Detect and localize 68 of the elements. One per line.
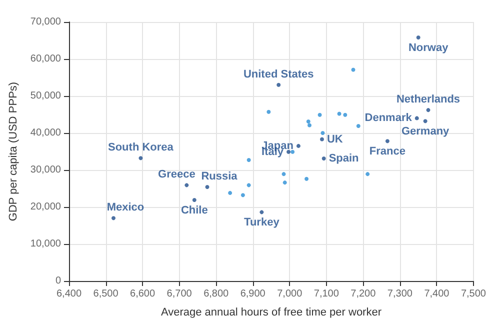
data-label: United States (243, 68, 314, 80)
x-tick-label: 6,600 (130, 288, 156, 300)
x-tick-label: 7,000 (277, 288, 303, 300)
point (318, 112, 322, 117)
data-label: Denmark (364, 112, 413, 124)
x-axis-title: Average annual hours of free time per worker (160, 306, 382, 318)
point (282, 180, 287, 185)
point (282, 172, 286, 176)
point (184, 183, 189, 188)
data-label: France (369, 146, 406, 158)
point (343, 112, 348, 117)
point (307, 123, 312, 128)
x-tick-label: 6,400 (56, 288, 82, 300)
point (112, 216, 116, 220)
point (246, 158, 251, 162)
y-tick-label: 40,000 (30, 128, 62, 138)
point (228, 190, 232, 195)
y-axis-title: GDP per capita (USD PPPs) (8, 82, 20, 222)
y-tick-label: 30,000 (30, 164, 62, 176)
point (260, 210, 264, 214)
y-tick-label: 10,000 (30, 238, 62, 250)
data-label: UK (326, 133, 343, 146)
point (322, 156, 326, 161)
point (306, 120, 310, 124)
point (320, 137, 324, 142)
data-label: Chile (180, 204, 208, 216)
point (351, 68, 356, 72)
data-label: Mexico (106, 202, 144, 214)
point (423, 119, 428, 124)
point (240, 193, 245, 198)
x-tick-label: 7,100 (314, 288, 340, 300)
point (205, 185, 210, 190)
x-tick-label: 7,400 (424, 288, 450, 300)
point (426, 108, 430, 112)
data-label: Netherlands (396, 94, 460, 106)
x-tick-label: 6,700 (166, 288, 192, 300)
point (276, 82, 281, 87)
y-tick-label: 60,000 (30, 54, 62, 64)
point (414, 116, 419, 120)
point (337, 112, 342, 116)
y-tick-label: 70,000 (30, 16, 62, 28)
x-tick-label: 6,900 (240, 288, 266, 300)
x-tick-label: 7,500 (460, 288, 486, 300)
point (138, 156, 143, 160)
point (192, 198, 196, 202)
data-label: Norway (408, 42, 450, 54)
x-tick-label: 7,300 (387, 288, 413, 300)
point (416, 36, 420, 40)
point (356, 124, 360, 128)
y-tick-label: 50,000 (30, 90, 62, 102)
x-tick-label: 6,500 (93, 288, 119, 300)
point (296, 144, 300, 148)
data-label: Russia (201, 170, 238, 183)
point (320, 131, 325, 135)
x-tick-label: 7,200 (350, 288, 376, 300)
y-tick-label: 20,000 (30, 202, 62, 212)
data-label: Greece (158, 168, 196, 181)
point (366, 172, 370, 176)
data-label: Spain (328, 152, 360, 165)
data-label: South Korea (108, 142, 174, 154)
point (304, 176, 309, 181)
data-label: Germany (401, 126, 450, 138)
x-tick-label: 6,800 (204, 288, 230, 300)
y-tick-label: 0 (55, 276, 62, 286)
point (246, 183, 251, 188)
point (385, 139, 390, 144)
point (266, 110, 271, 114)
data-label: Turkey (244, 216, 280, 229)
